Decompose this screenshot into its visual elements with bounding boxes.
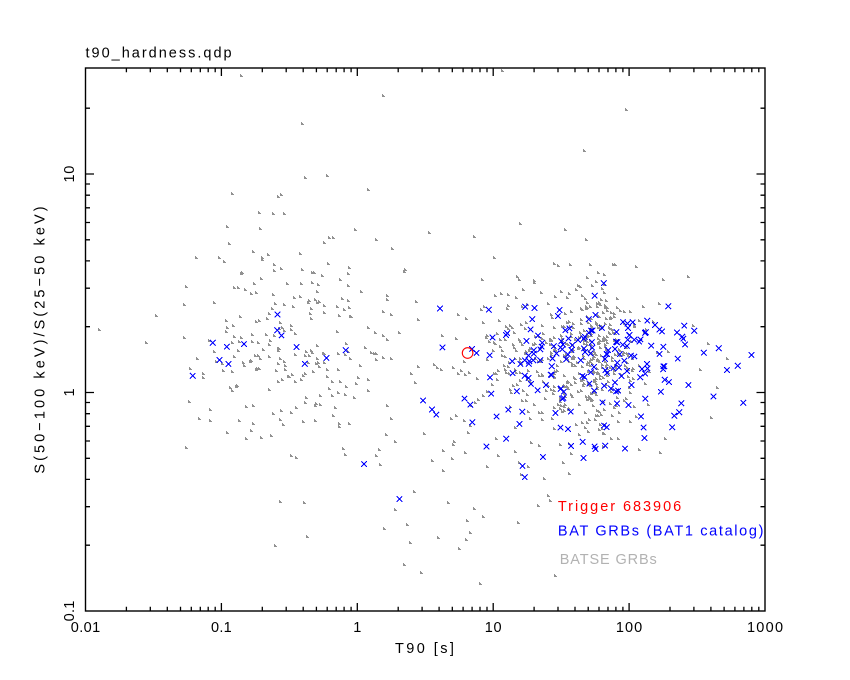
svg-text:0.1: 0.1	[211, 620, 232, 636]
svg-text:Trigger 683906: Trigger 683906	[558, 499, 683, 515]
svg-text:S(50−100 keV)/S(25−50 keV): S(50−100 keV)/S(25−50 keV)	[33, 203, 49, 473]
svg-text:100: 100	[616, 620, 644, 636]
svg-text:1000: 1000	[747, 620, 785, 636]
svg-text:0.01: 0.01	[71, 620, 101, 636]
svg-text:T90 [s]: T90 [s]	[395, 641, 456, 657]
svg-text:t90_hardness.qdp: t90_hardness.qdp	[86, 46, 234, 62]
svg-text:10: 10	[485, 620, 503, 636]
svg-text:1: 1	[353, 620, 361, 636]
svg-text:BATSE GRBs: BATSE GRBs	[560, 552, 658, 568]
svg-text:BAT GRBs (BAT1 catalog): BAT GRBs (BAT1 catalog)	[558, 524, 765, 540]
svg-text:10: 10	[62, 165, 78, 183]
svg-text:1: 1	[62, 388, 78, 396]
svg-text:0.1: 0.1	[62, 600, 78, 621]
